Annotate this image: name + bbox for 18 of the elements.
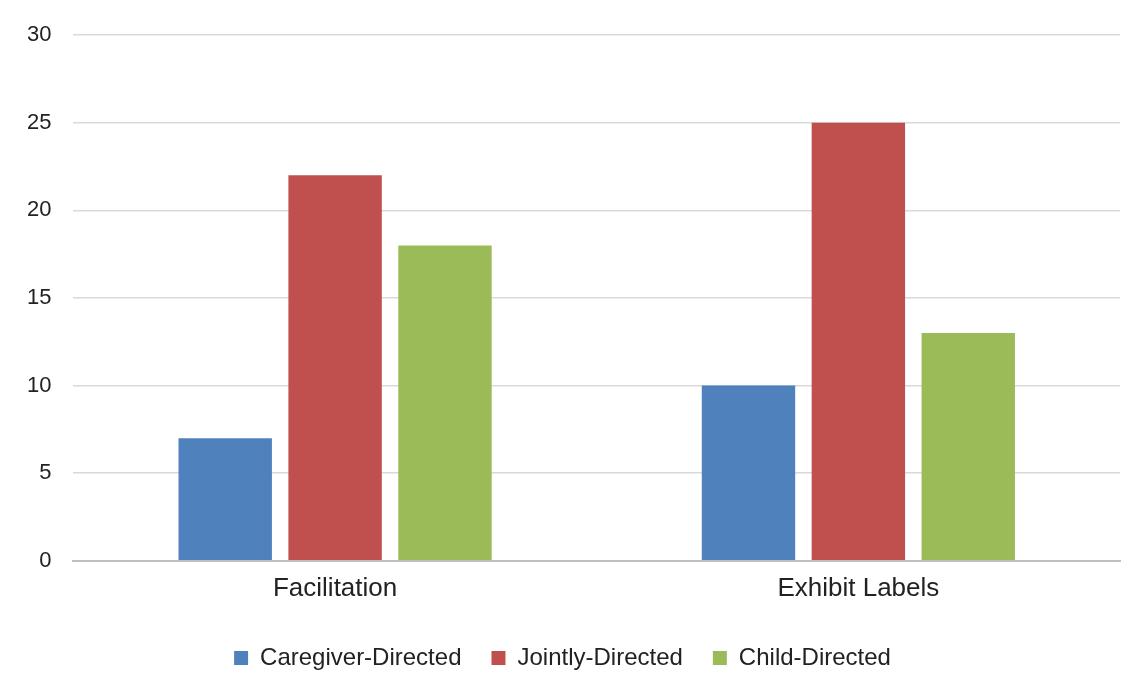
bar — [701, 385, 796, 561]
legend-label: Jointly-Directed — [517, 642, 683, 670]
y-tick-label: 15 — [26, 284, 52, 310]
y-tick-label: 25 — [26, 108, 52, 134]
y-tick-label: 0 — [39, 546, 52, 572]
y-tick-label: 20 — [26, 196, 52, 222]
legend-label: Caregiver-Directed — [260, 642, 462, 670]
bar — [288, 175, 382, 561]
x-tick-label: Facilitation — [272, 571, 398, 602]
bar — [811, 122, 906, 561]
y-tick-label: 30 — [26, 21, 52, 47]
y-tick-label: 5 — [39, 459, 52, 485]
legend-label: Child-Directed — [738, 642, 891, 670]
bar — [178, 438, 272, 561]
bar — [398, 245, 492, 561]
x-tick-label: Exhibit Labels — [777, 571, 940, 602]
y-tick-label: 10 — [26, 371, 52, 397]
bar — [921, 333, 1015, 561]
